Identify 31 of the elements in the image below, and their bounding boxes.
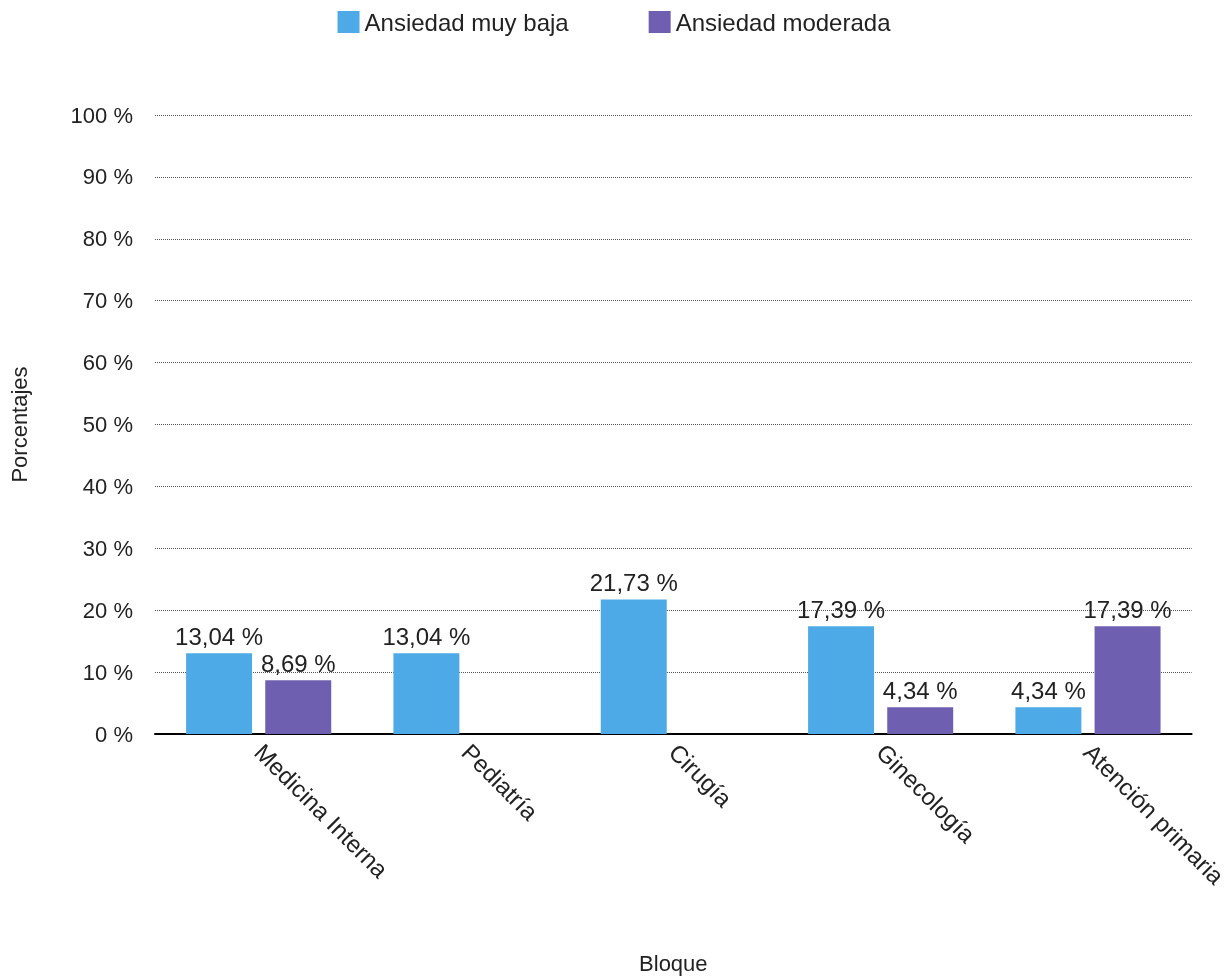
y-tick-label: 70 %	[82, 288, 133, 314]
y-tick-label: 90 %	[82, 164, 133, 190]
bar	[393, 653, 460, 734]
bar	[265, 680, 332, 734]
data-label: 4,34 %	[882, 676, 958, 704]
y-tick-label: 10 %	[82, 659, 133, 685]
legend-label: Ansiedad moderada	[675, 8, 892, 36]
y-tick-label: 100 %	[70, 102, 133, 128]
bar	[186, 653, 253, 734]
legend-label: Ansiedad muy baja	[364, 8, 570, 36]
bar	[1015, 707, 1082, 734]
bar	[887, 707, 954, 734]
y-tick-label: 30 %	[82, 535, 133, 561]
bar	[600, 599, 667, 734]
y-tick-label: 40 %	[82, 473, 133, 499]
y-tick-label: 20 %	[82, 597, 133, 623]
x-axis-title: Bloque	[639, 950, 708, 976]
data-label: 21,73 %	[589, 568, 678, 596]
bar	[1094, 626, 1161, 734]
data-label: 13,04 %	[382, 622, 471, 650]
y-tick-label: 0 %	[95, 721, 133, 747]
data-label: 13,04 %	[175, 622, 264, 650]
y-axis-title: Porcentajes	[6, 366, 32, 483]
data-label: 8,69 %	[260, 649, 336, 677]
y-tick-label: 60 %	[82, 350, 133, 376]
data-label: 17,39 %	[1083, 595, 1172, 623]
data-label: 17,39 %	[797, 595, 886, 623]
y-tick-label: 80 %	[82, 226, 133, 252]
y-tick-label: 50 %	[82, 412, 133, 437]
data-label: 4,34 %	[1011, 676, 1086, 704]
bar	[808, 626, 875, 734]
